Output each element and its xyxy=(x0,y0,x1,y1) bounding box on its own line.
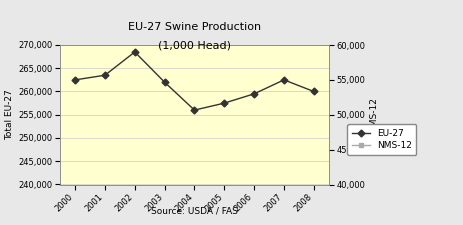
EU-27 xyxy=(311,90,317,93)
EU-27 xyxy=(72,79,78,81)
Legend: EU-27, NMS-12: EU-27, NMS-12 xyxy=(347,124,416,155)
EU-27 xyxy=(162,81,168,83)
EU-27 xyxy=(221,102,227,104)
Y-axis label: NMS-12: NMS-12 xyxy=(369,97,379,132)
Y-axis label: Total EU-27: Total EU-27 xyxy=(5,89,14,140)
Text: Source: USDA / FAS: Source: USDA / FAS xyxy=(151,207,238,216)
EU-27 xyxy=(281,79,287,81)
EU-27 xyxy=(132,51,138,53)
Line: EU-27: EU-27 xyxy=(73,50,316,112)
EU-27 xyxy=(192,109,197,111)
EU-27 xyxy=(251,92,257,95)
EU-27 xyxy=(102,74,108,76)
Text: EU-27 Swine Production: EU-27 Swine Production xyxy=(128,22,261,32)
Text: (1,000 Head): (1,000 Head) xyxy=(158,40,231,50)
